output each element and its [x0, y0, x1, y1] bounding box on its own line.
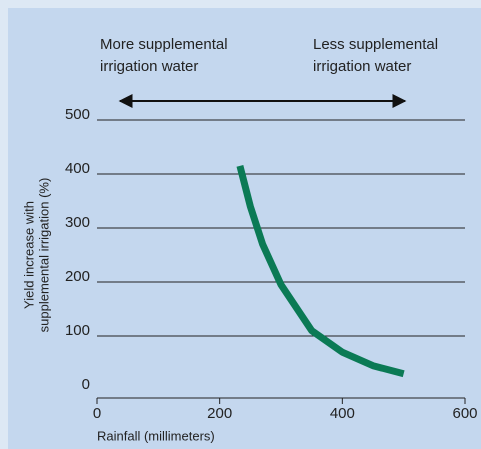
annotation: More supplemental [100, 36, 228, 53]
y-axis-label-line: supplemental irrigation (%) [36, 178, 51, 333]
y-axis-label: Yield increase with supplemental irrigati… [21, 178, 51, 333]
y-tick-label: 200 [65, 268, 90, 285]
y-tick-label: 0 [82, 376, 90, 393]
x-tick-label: 400 [330, 405, 355, 422]
annotation: irrigation water [313, 58, 411, 75]
y-tick-label: 300 [65, 214, 90, 231]
x-tick-label: 600 [452, 405, 477, 422]
y-tick-label: 100 [65, 322, 90, 339]
x-tick-label: 0 [93, 405, 101, 422]
y-tick-label: 400 [65, 160, 90, 177]
annotation: irrigation water [100, 58, 198, 75]
x-axis-label: Rainfall (millimeters) [97, 428, 215, 443]
annotation: Less supplemental [313, 36, 438, 53]
y-tick-label: 500 [65, 106, 90, 123]
x-tick-label: 200 [207, 405, 232, 422]
line-series [236, 165, 405, 378]
y-axis-label-line: Yield increase with [21, 201, 36, 309]
